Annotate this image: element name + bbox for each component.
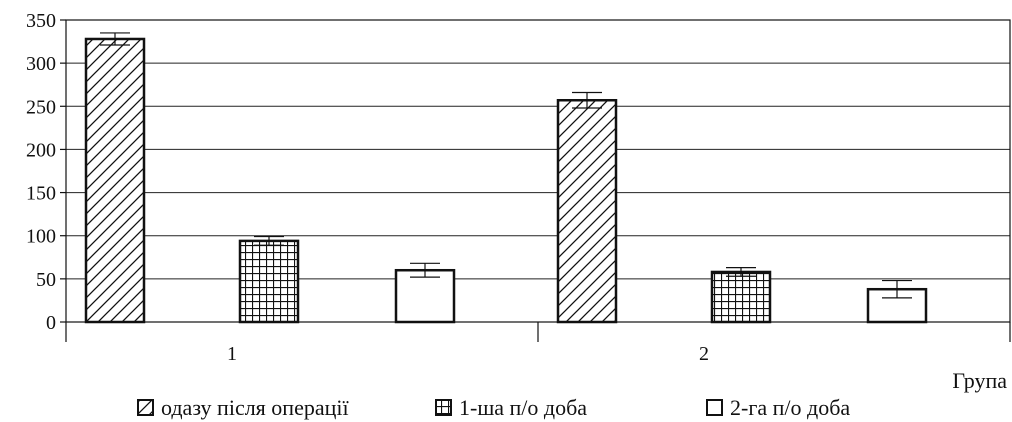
legend-swatch [706,399,723,416]
legend-swatch [137,399,154,416]
y-tick-label: 0 [46,312,56,334]
y-axis-ticks: 0 50 100 150 200 250 300 350 [26,10,66,334]
bars [84,32,928,324]
legend: одазу після операції 1-ша п/о доба 2-га п/… [137,395,850,420]
y-tick-label: 250 [26,96,56,118]
y-tick-label: 200 [26,139,56,161]
axes [65,19,1011,323]
y-tick-label: 100 [26,226,56,248]
y-tick-label: 300 [26,53,56,75]
legend-label: 1-ша п/о доба [459,395,587,420]
bar [394,268,456,324]
bar [556,98,618,324]
plot-frame [65,19,1011,323]
y-tick-label: 50 [36,269,56,291]
legend-label: 2-га п/о доба [730,395,850,420]
bar [710,270,772,324]
bar [84,37,146,324]
y-tick-label: 150 [26,183,56,205]
grid-lines [66,62,1010,280]
y-tick-label: 350 [26,10,56,32]
bar [238,239,300,324]
x-tick-label: 2 [699,343,709,365]
legend-label: одазу після операції [161,395,349,420]
legend-swatch [435,399,452,416]
x-axis-title: Група [952,368,1007,393]
x-tick-label: 1 [227,343,237,365]
